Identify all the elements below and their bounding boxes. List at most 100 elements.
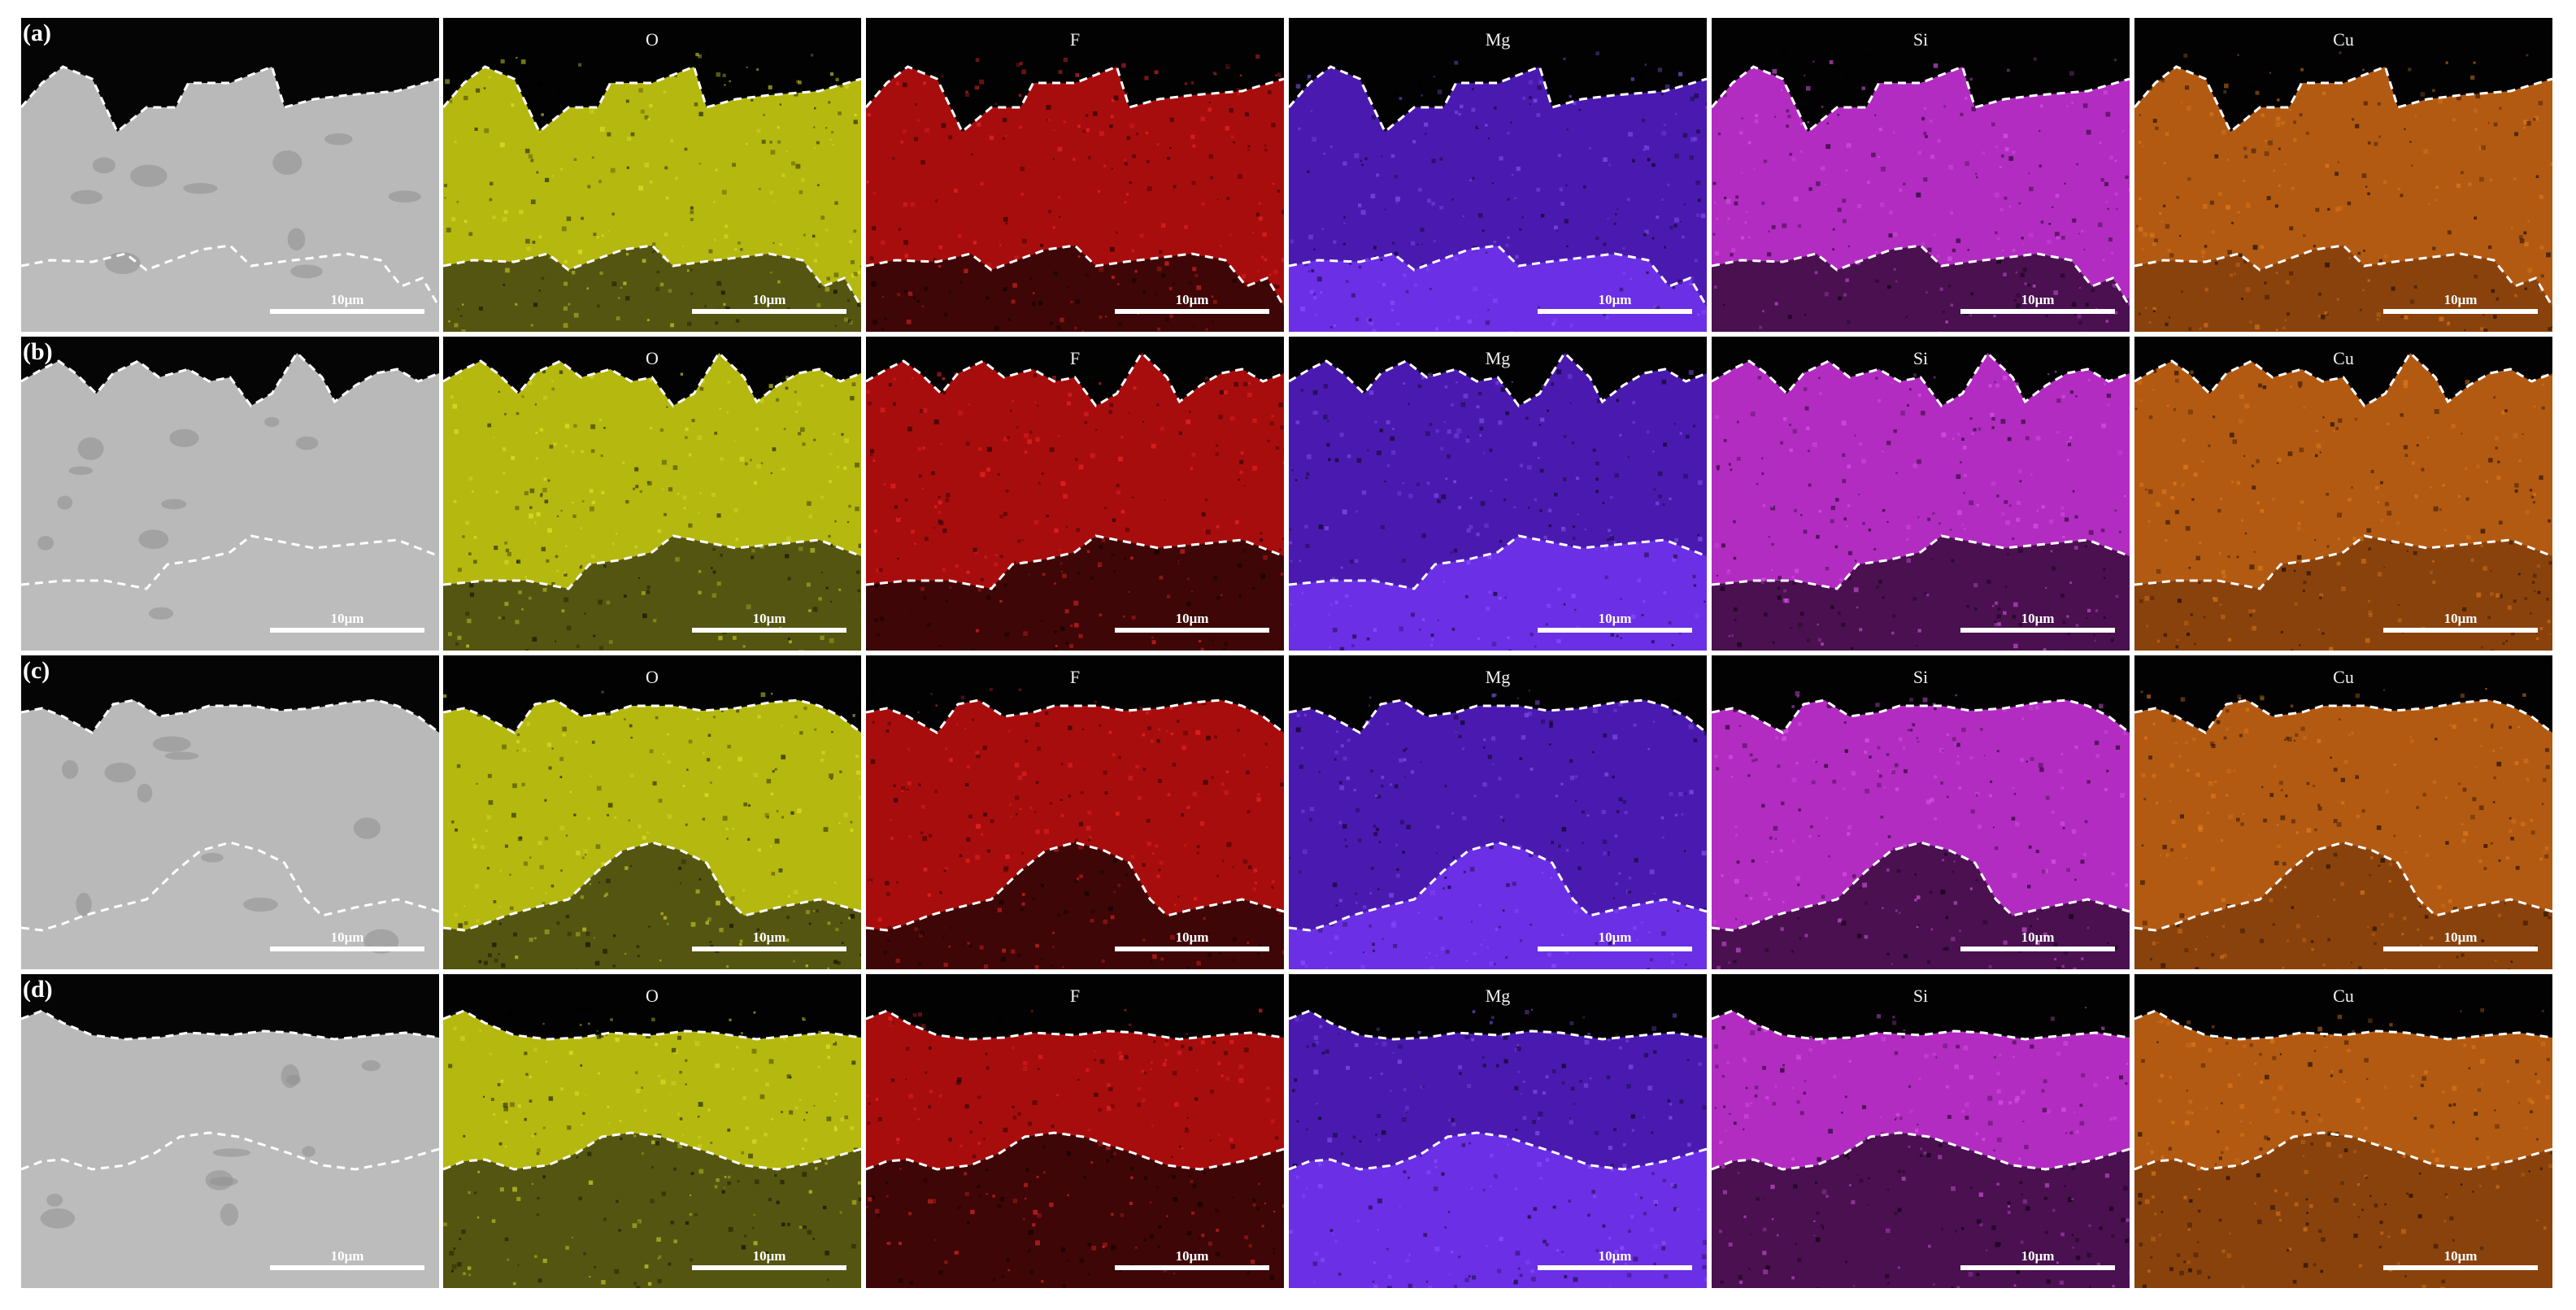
surface-boundary-line (1712, 65, 2130, 134)
element-label-o: O (646, 348, 659, 368)
panel-mg-row-1 (1289, 18, 1707, 332)
interface-boundary-line (2134, 534, 2552, 590)
scale-bar (2383, 309, 2538, 314)
surface-boundary-line (1712, 1009, 2130, 1041)
panel-f-row-2 (866, 337, 1284, 651)
panel-mg-row-3 (1289, 655, 1707, 969)
surface-boundary-line (443, 350, 861, 407)
element-label-si: Si (1912, 29, 1929, 50)
surface-boundary-line (1712, 699, 2130, 734)
substrate-layer (443, 842, 861, 969)
panel-f-row-3 (866, 655, 1284, 969)
element-label-cu: Cu (2333, 667, 2354, 687)
interface-boundary-line (21, 534, 439, 590)
interface-boundary-line (866, 244, 1284, 307)
interface-boundary-line (21, 244, 439, 307)
scale-bar (1115, 628, 1269, 633)
interface-boundary-line (443, 1131, 861, 1171)
element-label-si: Si (1912, 667, 1929, 687)
substrate-layer (866, 842, 1284, 969)
surface-boundary-line (1289, 1009, 1707, 1041)
element-label-f: F (1069, 986, 1081, 1006)
element-label-cu: Cu (2333, 29, 2354, 50)
scale-bar (692, 947, 846, 951)
scale-bar (270, 1265, 424, 1270)
panel-o-row-3 (443, 655, 861, 969)
substrate-layer (866, 1133, 1284, 1288)
scale-bar-label: 10μm (330, 611, 364, 626)
element-label-f: F (1069, 667, 1081, 687)
panel-si-row-1 (1712, 18, 2130, 332)
interface-boundary-line (1289, 534, 1707, 590)
panel-f-row-1 (866, 18, 1284, 332)
element-label-f: F (1069, 348, 1081, 368)
element-label-si: Si (1912, 348, 1929, 368)
panel-cu-row-1 (2134, 18, 2552, 332)
element-label-mg: Mg (1485, 986, 1511, 1006)
row-label: (c) (23, 657, 50, 684)
scale-bar-label: 10μm (2443, 929, 2478, 945)
surface-boundary-line (21, 65, 439, 134)
panel-si-row-4 (1712, 974, 2130, 1288)
surface-boundary-line (1289, 699, 1707, 734)
element-label-o: O (646, 29, 659, 50)
surface-boundary-line (866, 65, 1284, 134)
panel-o-row-1 (443, 18, 861, 332)
row-label: (d) (23, 976, 53, 1003)
surface-boundary-line (866, 699, 1284, 734)
interface-boundary-line (1712, 1131, 2130, 1171)
interface-boundary-line (443, 841, 861, 932)
coating-layer (443, 700, 861, 969)
scale-bar-label: 10μm (330, 1248, 364, 1264)
coating-layer (1712, 700, 2130, 969)
panel-o-row-2 (443, 337, 861, 651)
surface-boundary-line (443, 65, 861, 134)
panel-cu-row-2 (2134, 337, 2552, 651)
surface-boundary-line (21, 699, 439, 734)
surface-boundary-line (443, 1009, 861, 1041)
interface-boundary-line (443, 244, 861, 307)
substrate-layer (2134, 842, 2552, 969)
coating-layer (1289, 700, 1707, 969)
surface-boundary-line (21, 350, 439, 407)
scale-bar-label: 10μm (752, 611, 786, 626)
interface-boundary-line (866, 534, 1284, 590)
scale-bar (1538, 947, 1692, 951)
surface-boundary-line (1289, 350, 1707, 407)
surface-boundary-line (2134, 65, 2552, 134)
coating-layer (866, 700, 1284, 969)
element-label-o: O (646, 667, 659, 687)
element-label-mg: Mg (1485, 348, 1511, 368)
substrate-layer (1289, 842, 1707, 969)
surface-boundary-line (2134, 1009, 2552, 1041)
scale-bar-label: 10μm (752, 1248, 786, 1264)
surface-boundary-line (443, 699, 861, 734)
surface-boundary-line (866, 1009, 1284, 1041)
surface-boundary-line (1712, 350, 2130, 407)
coating-layer (2134, 700, 2552, 969)
interface-boundary-line (1712, 244, 2130, 307)
surface-boundary-line (2134, 350, 2552, 407)
panel-f-row-4 (866, 974, 1284, 1288)
substrate-layer (1289, 536, 1707, 651)
interface-boundary-line (866, 841, 1284, 932)
element-label-mg: Mg (1485, 29, 1511, 50)
scale-bar-label: 10μm (1598, 929, 1632, 945)
interface-boundary-line (21, 841, 439, 932)
interface-boundary-line (2134, 841, 2552, 932)
substrate-layer (1289, 1133, 1707, 1288)
scale-bar-label: 10μm (330, 929, 364, 945)
scale-bar-label: 10μm (1598, 292, 1632, 307)
interface-boundary-line (1712, 841, 2130, 932)
scale-bar (1115, 309, 1269, 314)
interface-boundary-line (866, 1131, 1284, 1171)
scale-bar (1960, 309, 2115, 314)
substrate-layer (1712, 842, 2130, 969)
panel-mg-row-2 (1289, 337, 1707, 651)
scale-bar-label: 10μm (1598, 611, 1632, 626)
scale-bar (270, 309, 424, 314)
scale-bar (2383, 947, 2538, 951)
scale-bar (1960, 947, 2115, 951)
panel-o-row-4 (443, 974, 861, 1288)
panel-si-row-2 (1712, 337, 2130, 651)
